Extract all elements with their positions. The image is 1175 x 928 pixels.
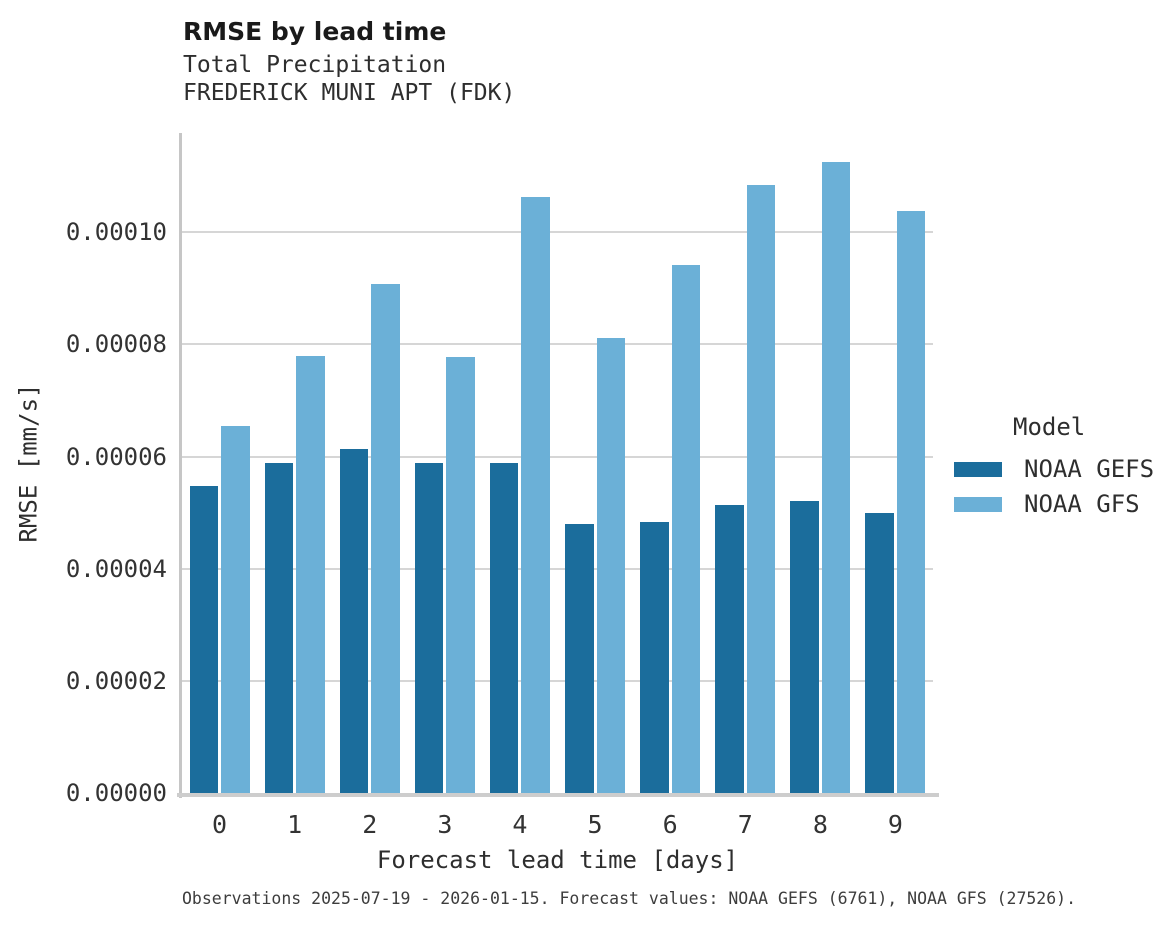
y-tick-labels: 0.00000 0.00002 0.00004 0.00006 0.00008 0.000… <box>30 133 167 807</box>
chart-subtitle: Total Precipitation FREDERICK MUNI APT (F… <box>183 51 515 107</box>
subtitle-line-2: FREDERICK MUNI APT (FDK) <box>183 80 516 106</box>
legend-entry-noaa-gefs: NOAA GEFS <box>954 454 1154 484</box>
x-tick-label-6: 6 <box>662 810 678 839</box>
x-tick-labels: 0 1 2 3 4 5 6 7 8 9 <box>182 810 933 840</box>
x-tick-label-3: 3 <box>437 810 453 839</box>
x-tick-label-5: 5 <box>587 810 603 839</box>
y-tick-label-0.00006: 0.00006 <box>65 442 167 471</box>
legend-label-noaa-gefs: NOAA GEFS <box>1024 455 1155 483</box>
gridline-0.00004 <box>182 567 933 570</box>
bar-noaa-gefs-day-5 <box>565 523 594 793</box>
bar-noaa-gefs-day-8 <box>790 501 819 793</box>
gridline-0.00002 <box>182 679 933 682</box>
bar-noaa-gefs-day-4 <box>489 462 519 793</box>
x-tick-label-0: 0 <box>212 810 228 839</box>
bar-noaa-gefs-day-2 <box>339 448 369 793</box>
y-tick-label-0.00000: 0.00000 <box>65 779 167 807</box>
y-tick-label-0.00010: 0.00010 <box>65 218 167 247</box>
bar-noaa-gfs-day-7 <box>746 185 776 793</box>
x-tick-label-8: 8 <box>812 810 828 839</box>
x-tick-label-2: 2 <box>362 810 378 839</box>
x-tick-label-4: 4 <box>512 810 528 839</box>
bar-noaa-gefs-day-0 <box>189 486 219 793</box>
legend-title: Model <box>1013 413 1086 441</box>
bar-noaa-gfs-day-8 <box>821 162 851 793</box>
bar-noaa-gefs-day-1 <box>264 462 294 793</box>
subtitle-line-1: Total Precipitation <box>183 52 447 78</box>
legend-entry-noaa-gfs: NOAA GFS <box>954 489 1154 519</box>
x-axis-title: Forecast lead time [days] <box>376 846 739 874</box>
gridline-0.00008 <box>182 343 933 346</box>
gridline-0.00006 <box>182 455 933 458</box>
legend-swatch-noaa-gefs <box>954 461 1002 477</box>
legend: Model NOAA GEFS NOAA GFS <box>954 412 1154 524</box>
bar-noaa-gfs-day-1 <box>296 355 325 793</box>
gridline-0.00010 <box>182 231 933 234</box>
bar-noaa-gfs-day-5 <box>596 337 626 793</box>
bar-noaa-gfs-day-3 <box>446 357 475 793</box>
bar-noaa-gfs-day-0 <box>221 425 250 793</box>
x-axis-spine <box>177 793 939 797</box>
bar-noaa-gfs-day-9 <box>896 210 926 793</box>
caption: Observations 2025-07-19 - 2026-01-15. Fo… <box>182 889 1077 908</box>
legend-swatch-noaa-gfs <box>954 496 1002 512</box>
bar-noaa-gefs-day-7 <box>715 505 744 793</box>
y-tick-label-0.00002: 0.00002 <box>65 666 167 695</box>
plot-area <box>177 133 939 798</box>
x-tick-label-9: 9 <box>887 810 903 839</box>
x-tick-label-1: 1 <box>287 810 303 839</box>
y-tick-label-0.00008: 0.00008 <box>65 330 167 359</box>
bar-noaa-gefs-day-3 <box>414 463 444 793</box>
y-axis-spine <box>179 133 182 798</box>
legend-label-noaa-gfs: NOAA GFS <box>1024 490 1140 518</box>
y-tick-label-0.00004: 0.00004 <box>65 554 167 583</box>
bar-noaa-gefs-day-6 <box>640 521 669 793</box>
x-tick-label-7: 7 <box>737 810 753 839</box>
bar-noaa-gfs-day-2 <box>371 284 400 793</box>
chart-title: RMSE by lead time <box>183 17 447 46</box>
bar-noaa-gfs-day-4 <box>521 196 550 793</box>
bar-noaa-gefs-day-9 <box>865 512 894 793</box>
bar-noaa-gfs-day-6 <box>671 264 701 793</box>
